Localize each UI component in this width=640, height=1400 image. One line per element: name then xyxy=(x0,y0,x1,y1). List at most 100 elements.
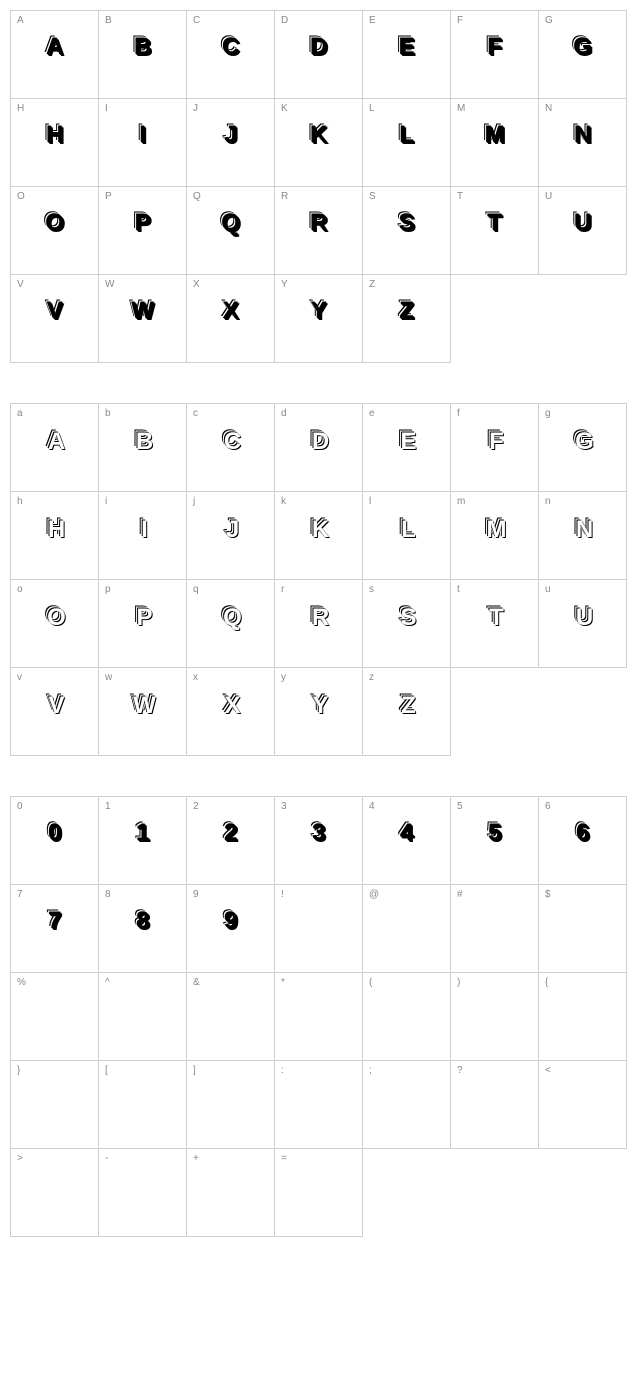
glyph-cell[interactable]: QQ xyxy=(187,187,275,275)
glyph: H xyxy=(48,516,65,544)
glyph-cell[interactable]: aA xyxy=(11,404,99,492)
glyph-cell[interactable]: < xyxy=(539,1061,627,1149)
glyph-cell[interactable]: @ xyxy=(363,885,451,973)
glyph-cell[interactable]: kK xyxy=(275,492,363,580)
glyph-cell[interactable]: fF xyxy=(451,404,539,492)
glyph-cell[interactable]: 00 xyxy=(11,797,99,885)
glyph-cell[interactable]: ^ xyxy=(99,973,187,1061)
glyph-cell[interactable]: cC xyxy=(187,404,275,492)
glyph-cell[interactable]: FF xyxy=(451,11,539,99)
glyph-cell[interactable]: NN xyxy=(539,99,627,187)
glyph-cell[interactable]: ; xyxy=(363,1061,451,1149)
glyph: P xyxy=(136,211,152,239)
glyph-cell[interactable]: mM xyxy=(451,492,539,580)
glyph-cell[interactable]: qQ xyxy=(187,580,275,668)
glyph-cell[interactable]: } xyxy=(11,1061,99,1149)
glyph: 1 xyxy=(138,821,151,849)
cell-label: ^ xyxy=(105,977,110,988)
glyph-cell[interactable]: > xyxy=(11,1149,99,1237)
glyph-cell[interactable]: gG xyxy=(539,404,627,492)
glyph-cell[interactable]: lL xyxy=(363,492,451,580)
glyph-cell[interactable]: hH xyxy=(11,492,99,580)
glyph-cell[interactable]: 44 xyxy=(363,797,451,885)
cell-label: H xyxy=(17,103,24,114)
glyph: E xyxy=(400,35,416,63)
glyph-cell[interactable]: pP xyxy=(99,580,187,668)
glyph-cell[interactable]: JJ xyxy=(187,99,275,187)
glyph: R xyxy=(312,604,329,632)
glyph-cell[interactable]: $ xyxy=(539,885,627,973)
glyph-cell[interactable]: TT xyxy=(451,187,539,275)
glyph-cell[interactable]: WW xyxy=(99,275,187,363)
glyph-cell[interactable]: GG xyxy=(539,11,627,99)
glyph-cell[interactable]: yY xyxy=(275,668,363,756)
glyph: X xyxy=(224,299,240,327)
glyph-cell[interactable]: 33 xyxy=(275,797,363,885)
glyph-cell[interactable]: 66 xyxy=(539,797,627,885)
glyph-cell[interactable]: II xyxy=(99,99,187,187)
glyph-cell[interactable]: 11 xyxy=(99,797,187,885)
glyph-cell[interactable]: EE xyxy=(363,11,451,99)
glyph-cell[interactable]: uU xyxy=(539,580,627,668)
cell-label: T xyxy=(457,191,463,202)
glyph-cell[interactable]: & xyxy=(187,973,275,1061)
glyph-cell[interactable]: XX xyxy=(187,275,275,363)
glyph-cell[interactable]: KK xyxy=(275,99,363,187)
glyph-cell[interactable]: AA xyxy=(11,11,99,99)
glyph-cell[interactable]: nN xyxy=(539,492,627,580)
glyph-cell[interactable]: YY xyxy=(275,275,363,363)
glyph-cell[interactable]: wW xyxy=(99,668,187,756)
glyph-cell[interactable]: ZZ xyxy=(363,275,451,363)
glyph-cell[interactable]: ] xyxy=(187,1061,275,1149)
glyph-cell[interactable]: OO xyxy=(11,187,99,275)
glyph-cell[interactable]: PP xyxy=(99,187,187,275)
glyph-cell[interactable]: [ xyxy=(99,1061,187,1149)
glyph-cell[interactable]: CC xyxy=(187,11,275,99)
glyph-cell[interactable]: * xyxy=(275,973,363,1061)
glyph-cell[interactable]: iI xyxy=(99,492,187,580)
glyph-cell[interactable]: ) xyxy=(451,973,539,1061)
glyph-cell[interactable]: rR xyxy=(275,580,363,668)
glyph-cell[interactable]: UU xyxy=(539,187,627,275)
glyph-cell[interactable]: vV xyxy=(11,668,99,756)
cell-label: q xyxy=(193,584,199,595)
glyph-cell[interactable]: DD xyxy=(275,11,363,99)
cell-label: r xyxy=(281,584,284,595)
glyph-cell[interactable]: ? xyxy=(451,1061,539,1149)
glyph-cell[interactable]: MM xyxy=(451,99,539,187)
cell-label: 9 xyxy=(193,889,199,900)
glyph-cell[interactable]: % xyxy=(11,973,99,1061)
glyph-cell[interactable]: 99 xyxy=(187,885,275,973)
glyph-cell[interactable]: 22 xyxy=(187,797,275,885)
glyph-cell[interactable]: 88 xyxy=(99,885,187,973)
cell-label: c xyxy=(193,408,198,419)
glyph-cell[interactable]: = xyxy=(275,1149,363,1237)
glyph-cell[interactable]: dD xyxy=(275,404,363,492)
glyph-cell[interactable]: eE xyxy=(363,404,451,492)
glyph-cell[interactable]: bB xyxy=(99,404,187,492)
glyph-cell[interactable]: xX xyxy=(187,668,275,756)
glyph-cell[interactable]: BB xyxy=(99,11,187,99)
glyph-cell[interactable]: RR xyxy=(275,187,363,275)
glyph-cell[interactable]: tT xyxy=(451,580,539,668)
glyph-cell[interactable]: VV xyxy=(11,275,99,363)
glyph-cell[interactable]: - xyxy=(99,1149,187,1237)
glyph-cell[interactable]: # xyxy=(451,885,539,973)
glyph-grid: AABBCCDDEEFFGGHHIIJJKKLLMMNNOOPPQQRRSSTT… xyxy=(10,10,627,363)
glyph-cell[interactable]: : xyxy=(275,1061,363,1149)
glyph-cell[interactable]: ( xyxy=(363,973,451,1061)
glyph-cell[interactable]: LL xyxy=(363,99,451,187)
glyph-cell[interactable]: zZ xyxy=(363,668,451,756)
glyph-cell[interactable]: 77 xyxy=(11,885,99,973)
glyph-cell[interactable]: { xyxy=(539,973,627,1061)
glyph-cell[interactable]: sS xyxy=(363,580,451,668)
glyph-cell[interactable]: oO xyxy=(11,580,99,668)
glyph-cell[interactable]: ! xyxy=(275,885,363,973)
cell-label: } xyxy=(17,1065,20,1076)
glyph-cell[interactable]: jJ xyxy=(187,492,275,580)
cell-label: # xyxy=(457,889,463,900)
glyph-cell[interactable]: HH xyxy=(11,99,99,187)
glyph-cell[interactable]: 55 xyxy=(451,797,539,885)
glyph-cell[interactable]: + xyxy=(187,1149,275,1237)
glyph-cell[interactable]: SS xyxy=(363,187,451,275)
